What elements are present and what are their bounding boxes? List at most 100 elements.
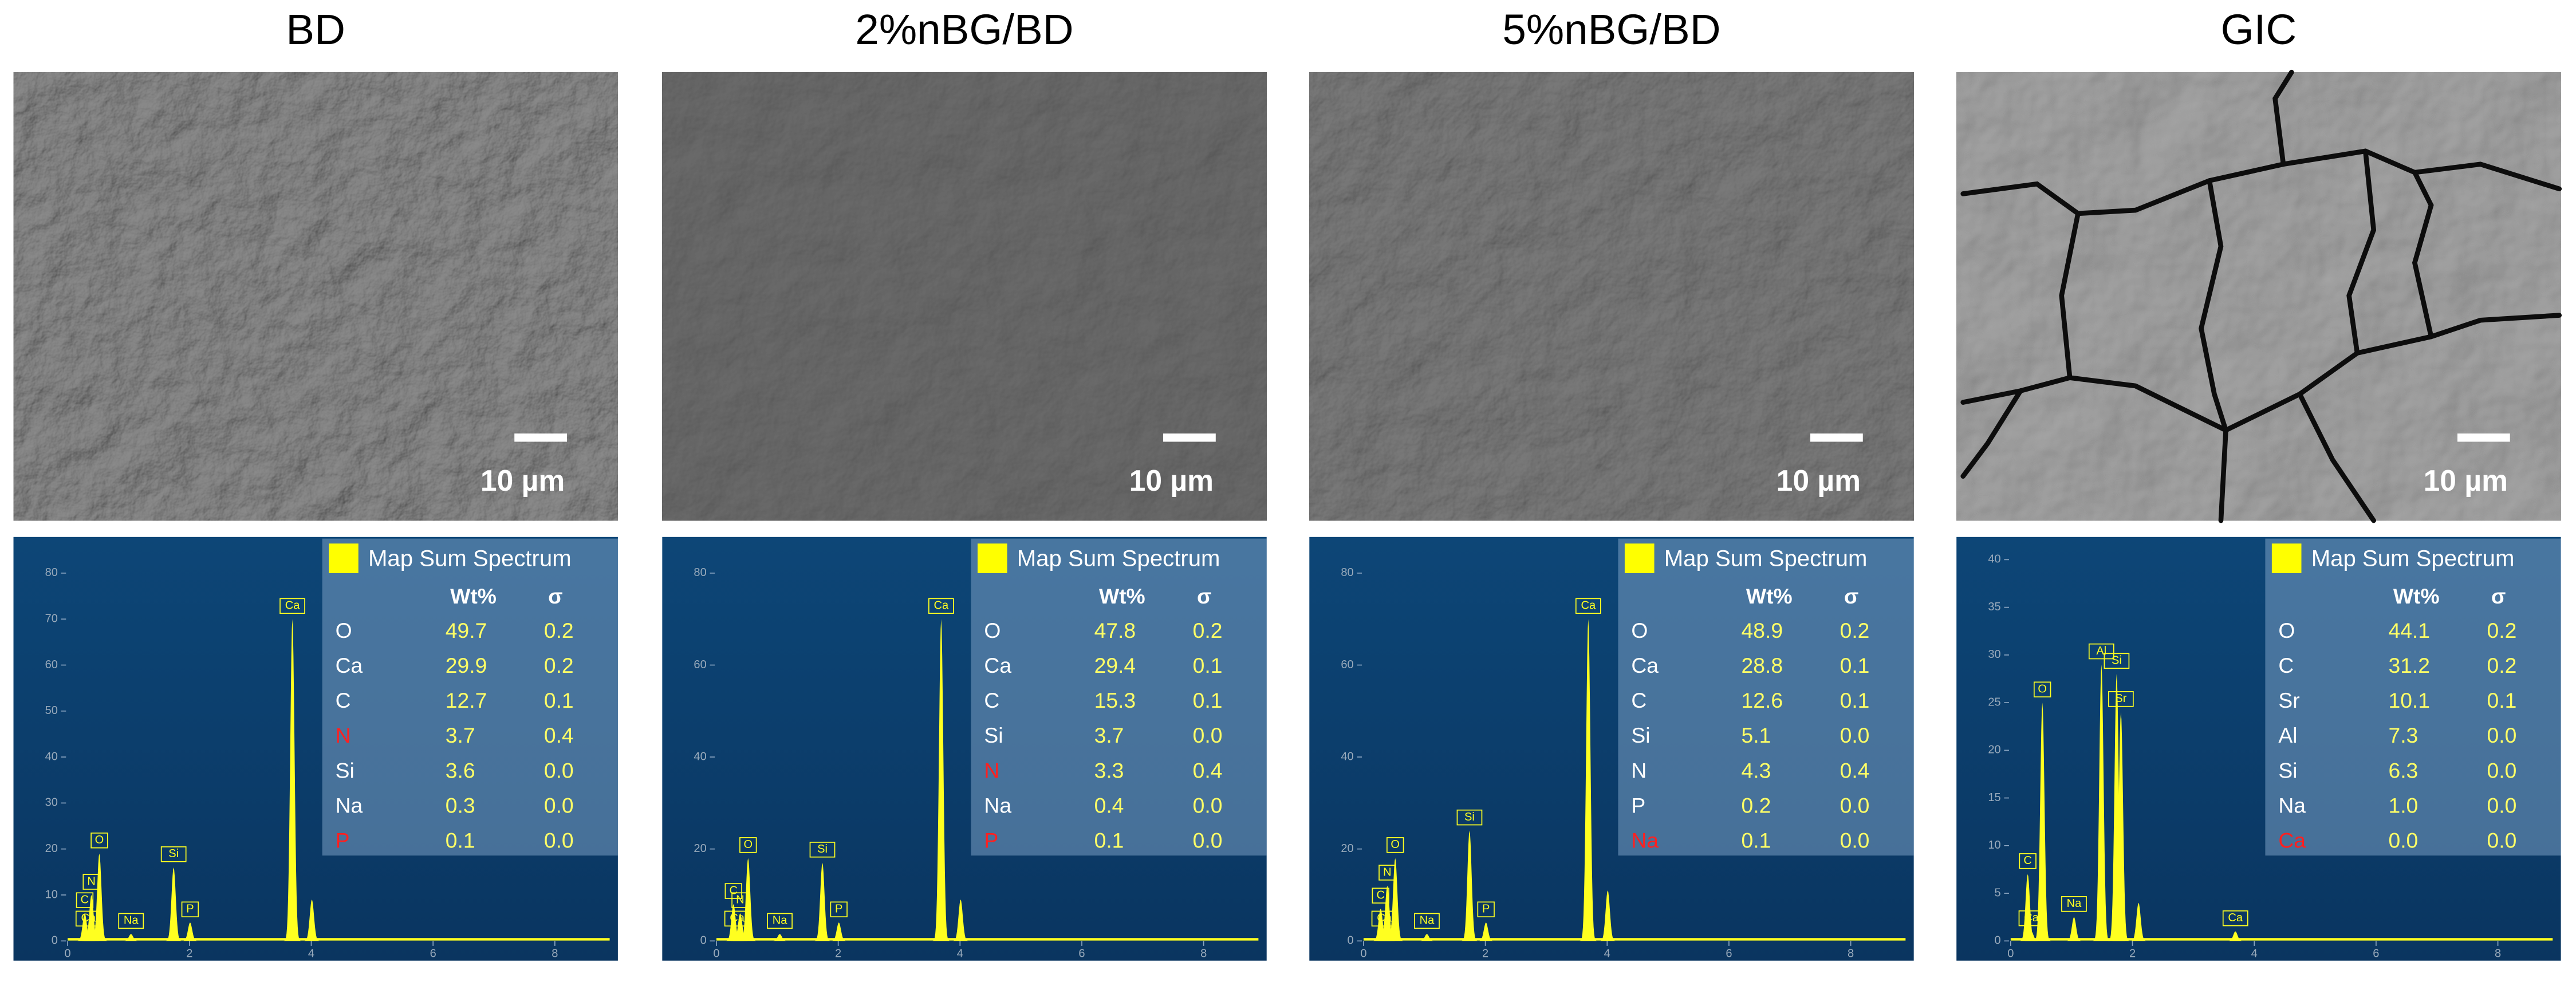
x-tick-label: 8 <box>1848 948 1854 960</box>
table-element: P <box>1631 793 1645 817</box>
x-tick-label: 4 <box>1604 948 1610 960</box>
peak-label-box <box>181 901 199 918</box>
legend-swatch <box>1624 543 1655 573</box>
table-wt: 3.7 <box>446 723 475 747</box>
legend-title: Map Sum Spectrum <box>2311 546 2515 571</box>
y-tick-label: 20 <box>1341 842 1353 855</box>
peak-label: O <box>743 838 753 851</box>
table-wt: 12.6 <box>1742 688 1783 712</box>
peak-label: C <box>81 893 89 906</box>
spectrum-peak <box>2110 712 2132 941</box>
peak-label: Sr <box>2115 692 2126 705</box>
table-element: Na <box>1631 828 1659 852</box>
table-wt: 29.9 <box>446 653 487 677</box>
y-tick-label: 20 <box>694 842 706 855</box>
table-wt: 0.1 <box>1094 828 1124 852</box>
y-tick-label: 0 <box>1994 934 2000 947</box>
peak-label-box <box>1387 837 1404 853</box>
peak-label: N <box>736 893 745 906</box>
scale-label: 10 µm <box>480 464 565 497</box>
table-wt: 1.0 <box>2388 793 2418 817</box>
peak-label: Si <box>2112 654 2122 667</box>
y-tick-label: 40 <box>45 750 58 763</box>
spectrum-peak <box>74 913 96 941</box>
sem-image <box>1956 72 2561 521</box>
y-tick-label: 60 <box>694 658 706 671</box>
table-element: O <box>336 618 352 642</box>
peak-label: N <box>87 875 96 888</box>
x-tick-label: 8 <box>552 948 558 960</box>
x-tick-label: 6 <box>2373 948 2379 960</box>
peak-label-box <box>1456 809 1483 826</box>
spectrum-peak <box>120 934 142 941</box>
peak-label-box <box>1477 901 1495 918</box>
spectrum-peak <box>1577 619 1599 941</box>
peak-label: P <box>835 903 842 916</box>
table-sigma: 0.2 <box>1840 618 1870 642</box>
table-element: C <box>984 688 999 712</box>
table-wt: 0.1 <box>446 828 475 852</box>
peak-label: Na <box>124 914 139 927</box>
peak-label: Ca <box>2024 912 2039 924</box>
x-tick-label: 0 <box>65 948 71 960</box>
spectrum-peak <box>281 619 304 941</box>
table-sigma: 0.0 <box>544 758 574 782</box>
spectrum-peak <box>950 900 971 941</box>
x-tick-label: 8 <box>2495 948 2501 960</box>
panel-title: BD <box>286 6 345 53</box>
scale-bar <box>1163 433 1216 442</box>
y-tick-label: 60 <box>45 658 58 671</box>
peak-label-box <box>279 598 305 614</box>
spectrum-peak <box>1376 885 1399 941</box>
spectrum-peak <box>930 619 952 941</box>
table-sigma: 0.2 <box>2487 653 2517 677</box>
sem-image <box>1309 72 1914 521</box>
table-wt: 3.6 <box>446 758 475 782</box>
y-tick-label: 30 <box>1988 648 2000 661</box>
peak-label-box <box>2061 896 2087 912</box>
table-sigma: 0.2 <box>544 618 574 642</box>
table-sigma: 0.1 <box>1840 688 1870 712</box>
table-sigma: 0.2 <box>2487 618 2517 642</box>
table-sigma: 0.0 <box>1840 723 1870 747</box>
peak-label-box <box>1372 888 1389 904</box>
table-sigma: 0.0 <box>2487 758 2517 782</box>
table-sigma: 0.4 <box>544 723 574 747</box>
table-element: Na <box>2278 793 2306 817</box>
x-tick-label: 0 <box>1360 948 1366 960</box>
x-tick-label: 4 <box>2251 948 2258 960</box>
table-wt: 3.7 <box>1094 723 1124 747</box>
table-sigma: 0.0 <box>1840 793 1870 817</box>
spectrum-peak <box>2106 674 2128 941</box>
table-header: σ <box>2491 584 2506 608</box>
y-tick-label: 70 <box>45 612 58 625</box>
peak-label: Na <box>1420 914 1435 927</box>
x-tick-label: 2 <box>2129 948 2136 960</box>
peak-label: Ca <box>934 600 949 612</box>
peak-label: Ca <box>2228 912 2243 924</box>
peak-label-box <box>724 883 742 899</box>
table-wt: 0.1 <box>1742 828 1771 852</box>
gic-cracks <box>1960 69 2562 523</box>
legend-swatch <box>977 543 1007 573</box>
table-sigma: 0.0 <box>2487 723 2517 747</box>
peak-label-box <box>830 901 848 918</box>
table-sigma: 0.1 <box>1840 653 1870 677</box>
table-element: Na <box>984 793 1011 817</box>
peak-label-box <box>809 842 836 858</box>
table-sigma: 0.4 <box>1840 758 1870 782</box>
peak-label-box <box>767 913 793 929</box>
y-tick-label: 40 <box>1341 750 1353 763</box>
peak-label: O <box>95 834 104 846</box>
table-element: O <box>984 618 1001 642</box>
peak-label: Si <box>168 847 179 860</box>
table-wt: 47.8 <box>1094 618 1136 642</box>
table-sigma: 0.1 <box>544 688 574 712</box>
spectrum-peak <box>729 913 751 941</box>
peak-label-box <box>118 913 144 929</box>
peak-label-box <box>2108 691 2134 707</box>
y-tick-label: 20 <box>45 842 58 855</box>
x-tick-label: 2 <box>1482 948 1488 960</box>
y-tick-label: 15 <box>1988 791 2000 804</box>
